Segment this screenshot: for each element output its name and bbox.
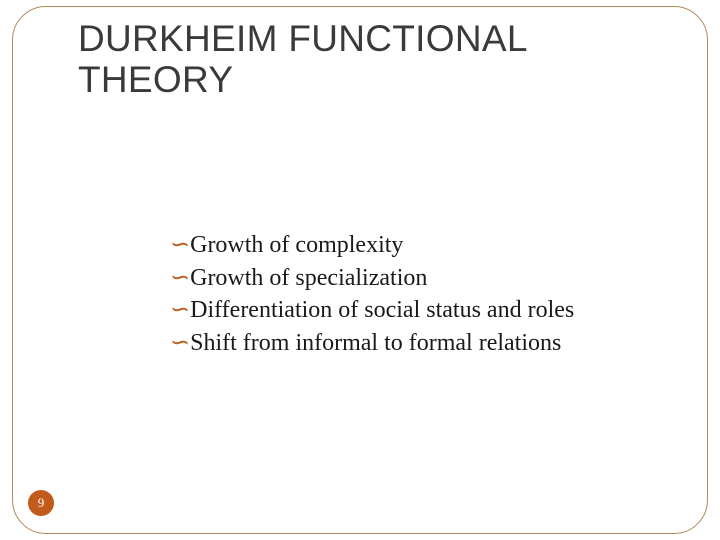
- bullet-icon: ∽: [170, 297, 190, 323]
- list-item-text: Shift from informal to formal relations: [190, 330, 561, 356]
- page-number-badge: 9: [28, 490, 54, 516]
- list-item-text: Differentiation of social status and rol…: [190, 297, 574, 323]
- list-item: ∽Growth of complexity: [170, 230, 650, 261]
- page-number: 9: [38, 495, 45, 511]
- bullet-list: ∽Growth of complexity ∽Growth of special…: [170, 230, 650, 361]
- bullet-icon: ∽: [170, 232, 190, 258]
- slide-title: DURKHEIM FUNCTIONAL THEORY: [78, 18, 660, 101]
- slide: DURKHEIM FUNCTIONAL THEORY ∽Growth of co…: [0, 0, 720, 540]
- list-item: ∽Growth of specialization: [170, 263, 650, 294]
- bullet-icon: ∽: [170, 330, 190, 356]
- list-item-text: Growth of complexity: [190, 232, 403, 258]
- bullet-icon: ∽: [170, 265, 190, 291]
- list-item: ∽Differentiation of social status and ro…: [170, 295, 650, 326]
- list-item-text: Growth of specialization: [190, 265, 427, 291]
- list-item: ∽Shift from informal to formal relations: [170, 328, 650, 359]
